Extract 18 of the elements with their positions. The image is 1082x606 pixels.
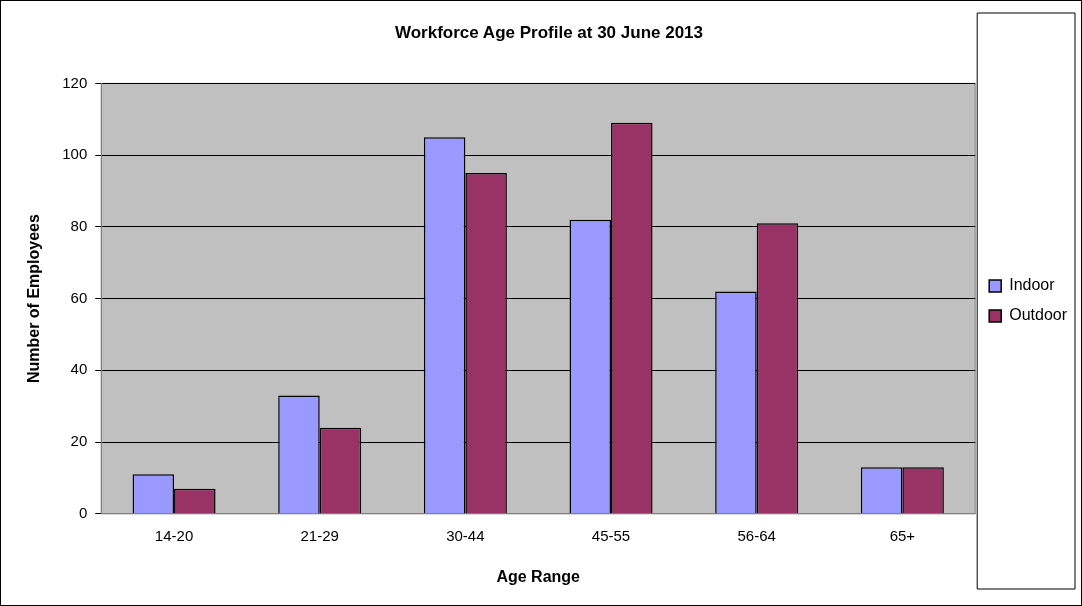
x-tick-label: 45-55	[591, 526, 631, 544]
x-tick-label: 30-44	[446, 526, 485, 544]
legend-label: Indoor	[1009, 276, 1056, 294]
y-tick-label: 60	[70, 288, 88, 306]
y-tick-label: 80	[70, 217, 88, 235]
y-tick-label: 0	[78, 503, 88, 521]
y-tick-label: 100	[62, 145, 88, 163]
y-tick-label: 120	[62, 73, 88, 91]
chart-title: Workforce Age Profile at 30 June 2013	[394, 22, 704, 42]
x-tick-label: 56-64	[737, 526, 776, 544]
x-tick-label: 21-29	[300, 526, 339, 544]
legend-label: Outdoor	[1009, 306, 1068, 324]
x-tick-label: 65+	[889, 526, 916, 544]
y-tick-label: 40	[70, 360, 88, 378]
x-axis-title: Age Range	[496, 567, 581, 585]
x-tick-label: 14-20	[154, 526, 194, 544]
y-axis-title: Number of Employees	[25, 214, 43, 384]
y-tick-label: 20	[70, 432, 88, 450]
